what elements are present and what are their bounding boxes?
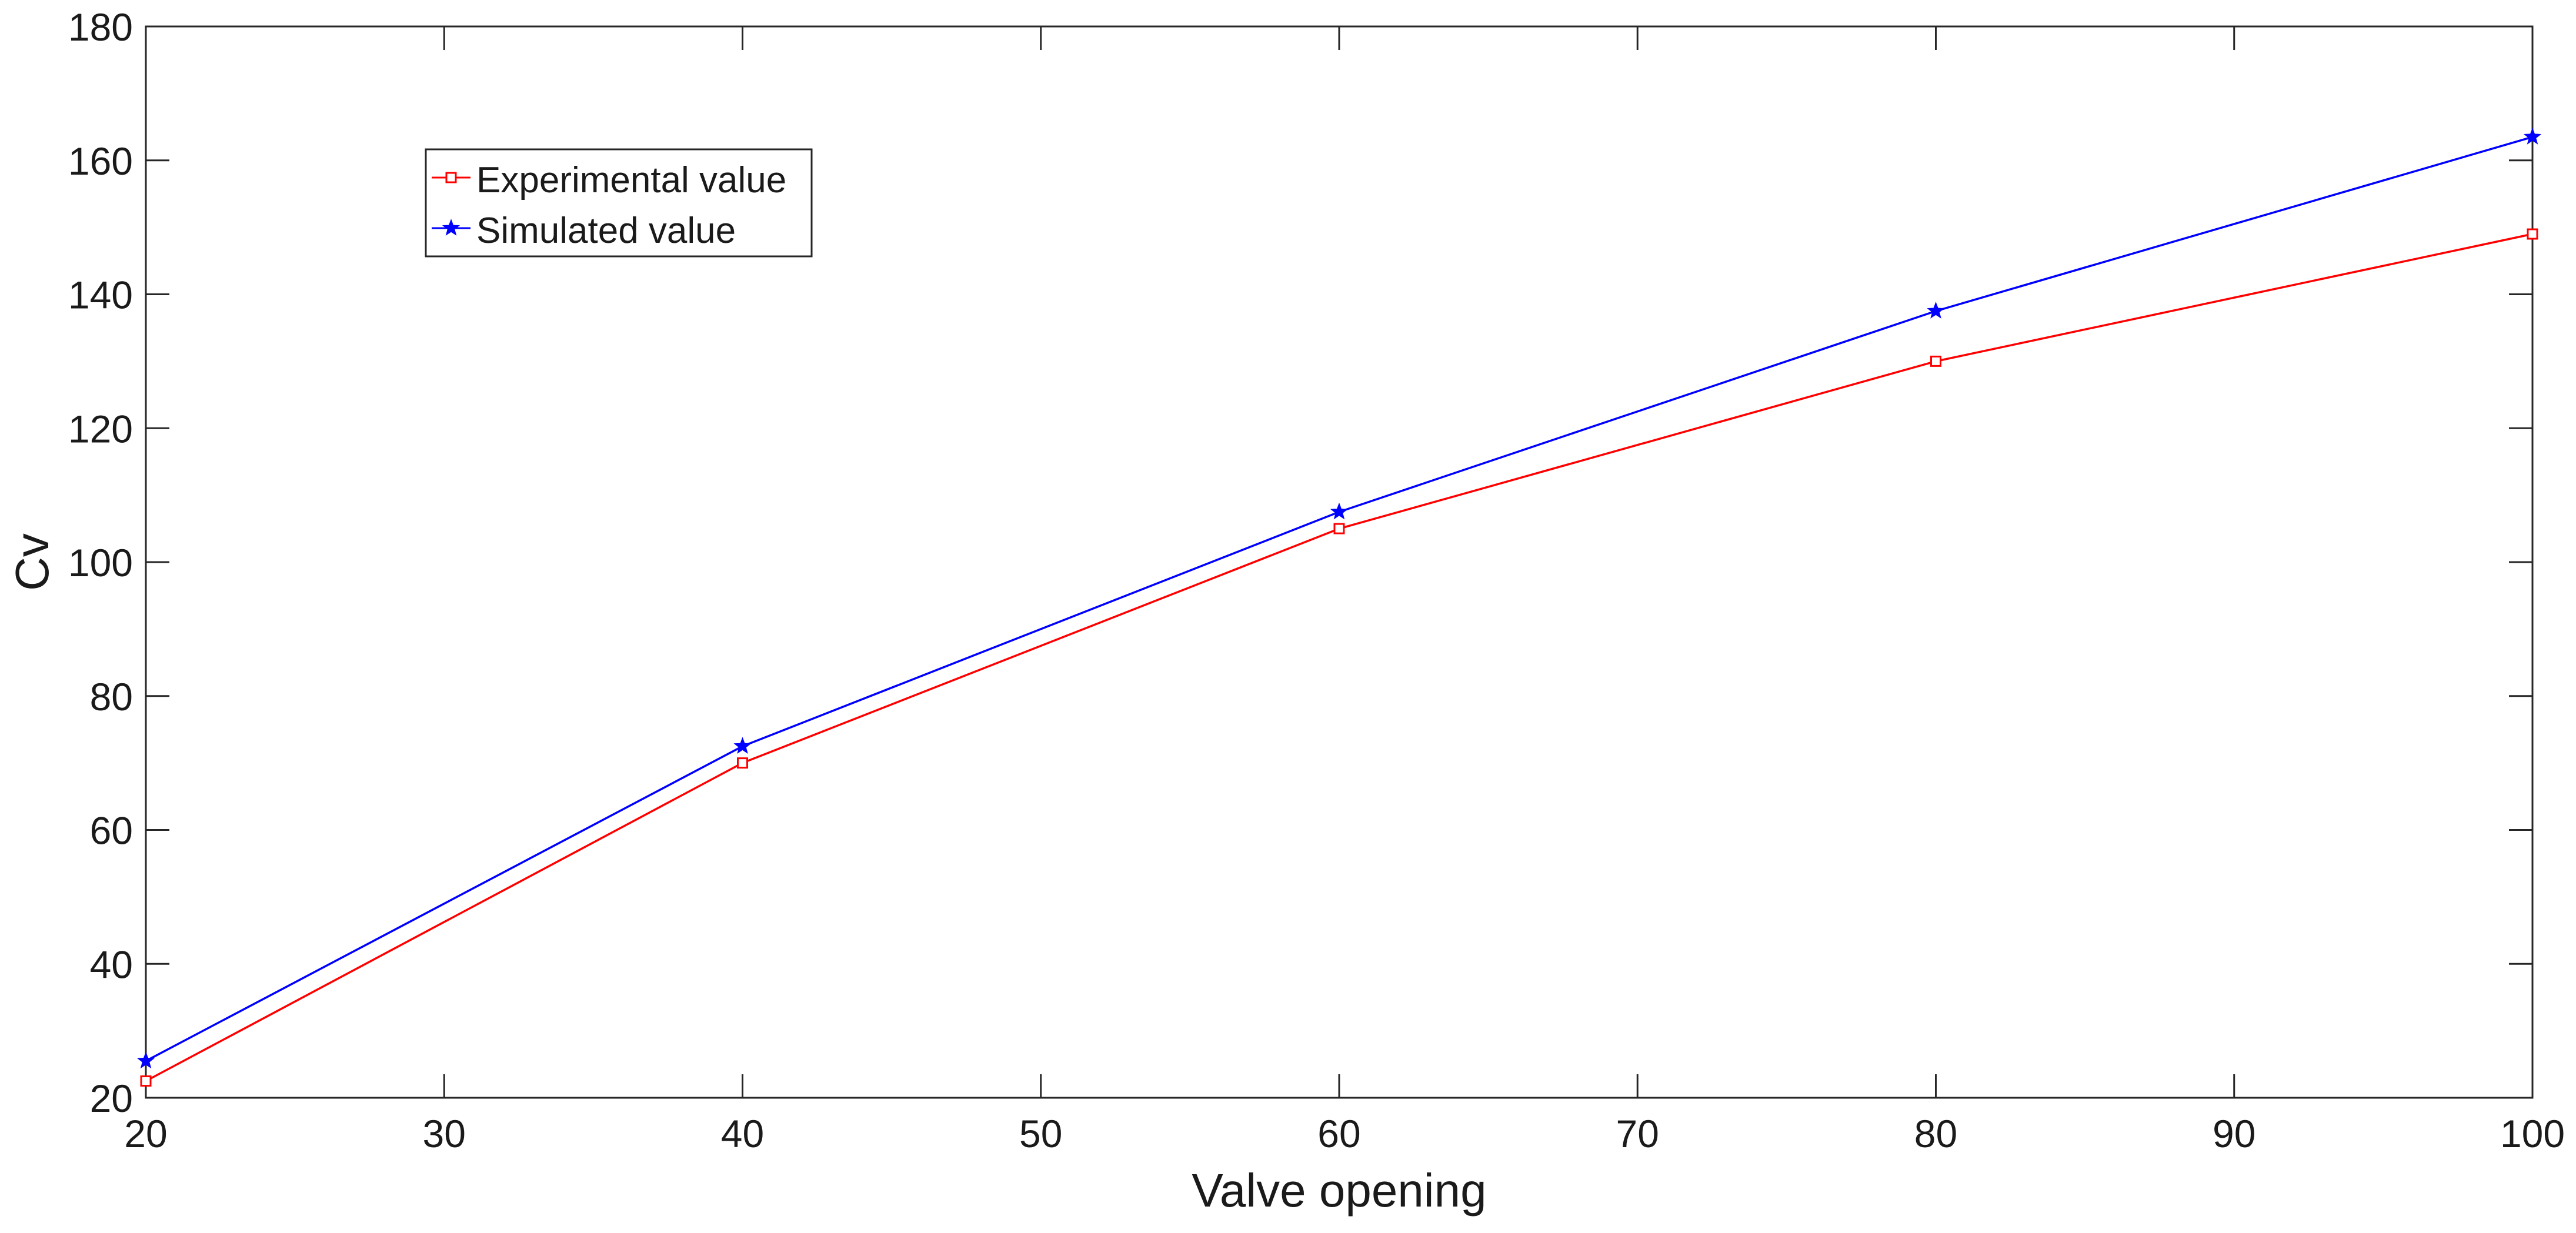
legend-label-experimental: Experimental value xyxy=(476,160,786,201)
y-tick-label: 180 xyxy=(68,5,133,49)
data-point xyxy=(733,737,752,754)
data-point xyxy=(1330,502,1349,520)
y-tick-label: 40 xyxy=(90,943,133,986)
data-point xyxy=(737,757,748,769)
series-line xyxy=(145,136,2533,1062)
y-tick-label: 160 xyxy=(68,139,133,183)
y-tick-label: 60 xyxy=(90,809,133,853)
legend-label-simulated: Simulated value xyxy=(476,210,736,251)
legend-entry-simulated: Simulated value xyxy=(432,210,736,251)
x-tick-label: 30 xyxy=(423,1112,466,1155)
series-experimental xyxy=(140,228,2538,1087)
legend: Experimental value Simulated value xyxy=(425,148,813,258)
data-point xyxy=(2523,128,2542,145)
legend-marker-simulated xyxy=(442,219,461,236)
x-tick-labels: 20 30 40 50 60 70 80 90 100 xyxy=(124,1112,2565,1155)
data-point xyxy=(1927,302,1945,319)
y-tick-labels: 20 40 60 80 100 120 140 160 180 xyxy=(68,5,133,1120)
series-simulated xyxy=(136,128,2542,1069)
series-line xyxy=(145,233,2533,1082)
x-tick-label: 90 xyxy=(2213,1112,2255,1155)
y-tick-label: 80 xyxy=(90,675,133,719)
series-layer xyxy=(136,128,2542,1087)
x-tick-label: 100 xyxy=(2500,1112,2565,1155)
data-point xyxy=(1333,523,1345,534)
data-point xyxy=(136,1051,155,1069)
y-axis-label: Cv xyxy=(6,533,58,591)
x-axis-label: Valve opening xyxy=(1192,1164,1486,1217)
legend-entry-experimental: Experimental value xyxy=(432,160,786,201)
y-tick-label: 20 xyxy=(90,1077,133,1120)
y-tick-label: 120 xyxy=(68,407,133,450)
axis-ticks xyxy=(145,25,2534,1099)
x-tick-label: 70 xyxy=(1616,1112,1659,1155)
x-tick-label: 20 xyxy=(124,1112,167,1155)
y-tick-label: 140 xyxy=(68,273,133,317)
data-point xyxy=(1930,355,1941,367)
data-point xyxy=(140,1075,152,1087)
x-tick-label: 60 xyxy=(1317,1112,1360,1155)
data-point xyxy=(2527,228,2538,240)
x-tick-label: 40 xyxy=(721,1112,764,1155)
y-tick-label: 100 xyxy=(68,541,133,584)
x-tick-label: 50 xyxy=(1019,1112,1062,1155)
legend-box xyxy=(425,148,813,258)
x-tick-label: 80 xyxy=(1914,1112,1957,1155)
legend-marker-experimental xyxy=(445,172,457,183)
